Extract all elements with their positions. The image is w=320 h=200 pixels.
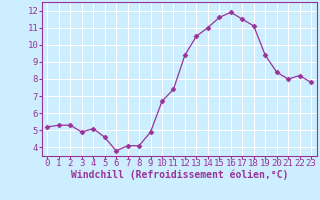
X-axis label: Windchill (Refroidissement éolien,°C): Windchill (Refroidissement éolien,°C) (70, 170, 288, 180)
